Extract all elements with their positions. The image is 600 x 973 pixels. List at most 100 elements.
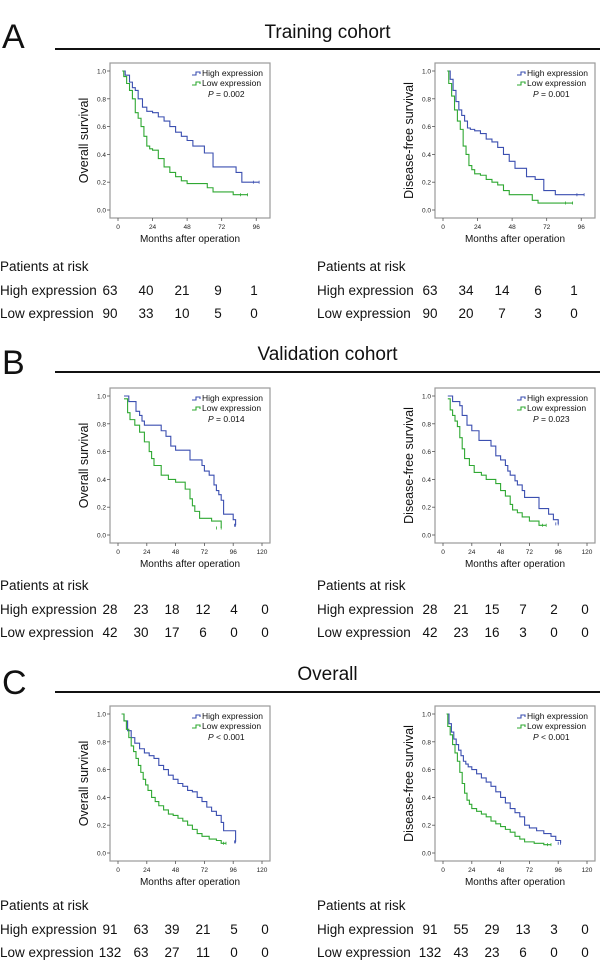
at-risk-count: 9 [214,283,222,298]
legend-swatch-high [192,714,201,719]
x-tick-label: 120 [582,549,593,556]
at-risk-count: 7 [498,306,506,321]
at-risk-row-label: High expression [317,602,414,617]
at-risk-count: 12 [195,602,211,617]
at-risk-count: 0 [581,945,589,960]
legend-swatch-low [192,724,201,729]
x-axis-label: Months after operation [465,559,565,570]
at-risk-count: 0 [261,922,269,937]
legend-swatch-low [192,406,201,411]
section-header-a: A Training cohort [0,0,600,60]
legend-swatch-low [517,724,526,729]
x-axis-label: Months after operation [140,234,240,245]
x-tick-label: 72 [218,224,226,231]
legend-label: Low expression [202,721,261,731]
x-tick-label: 24 [143,549,151,556]
y-tick-label: 1.0 [97,712,106,719]
x-tick-label: 72 [526,549,534,556]
at-risk-count: 21 [174,283,190,298]
x-tick-label: 48 [497,549,505,556]
at-risk-count: 91 [422,922,438,937]
p-value-text: < 0.001 [214,732,245,742]
at-risk-count: 5 [230,922,238,937]
at-risk-count: 63 [102,283,118,298]
y-tick-label: 0.2 [422,180,431,187]
legend-swatch-high [517,714,526,719]
y-tick-label: 0.6 [97,449,106,456]
at-risk-count: 27 [164,945,180,960]
km-plot-overall-dfs: 0.0 0.2 0.4 0.6 0.8 1.0 0 24 48 72 96 120 Months aft… [402,705,596,888]
at-risk-row-label: Low expression [317,625,411,640]
series-line-high-expression [447,395,559,524]
at-risk-count: 30 [133,625,149,640]
x-tick-label: 24 [143,867,151,874]
y-tick-label: 1.0 [422,394,431,401]
at-risk-count: 1 [570,283,578,298]
km-plot-validation-os: 0.0 0.2 0.4 0.6 0.8 1.0 0 24 48 72 96 120 Months aft… [77,387,271,570]
y-axis-label: Disease-free survival [402,407,416,524]
at-risk-count: 6 [519,945,527,960]
at-risk-row-label: Low expression [0,625,94,640]
series-line-low-expression [122,70,248,196]
x-tick-label: 96 [578,224,586,231]
x-tick-label: 0 [116,224,120,231]
at-risk-count: 63 [133,945,149,960]
plot-frame [109,387,271,544]
x-tick-label: 48 [509,224,517,231]
plot-frame [434,62,596,219]
at-risk-row-label: High expression [317,283,414,298]
section-header-c: C Overall [0,650,600,710]
at-risk-row-label: High expression [0,602,97,617]
at-risk-table-overall-os: Patients at risk High expression 91 63 39 21 5… [0,898,290,968]
x-tick-label: 24 [468,867,476,874]
at-risk-count: 2 [550,602,558,617]
at-risk-row-label: High expression [0,283,97,298]
at-risk-row-label: Low expression [317,945,411,960]
at-risk-count: 43 [453,945,469,960]
y-tick-label: 0.8 [97,96,106,103]
p-symbol: P [533,414,539,424]
at-risk-count: 3 [550,922,558,937]
x-tick-label: 120 [582,867,593,874]
at-risk-row-label: Low expression [0,306,94,321]
section-header-b: B Validation cohort [0,330,600,390]
at-risk-count: 90 [102,306,118,321]
x-tick-label: 48 [172,549,180,556]
at-risk-count: 29 [484,922,500,937]
series-line-high-expression [124,395,237,526]
x-tick-label: 48 [184,224,192,231]
series-line-high-expression [447,70,585,196]
at-risk-count: 0 [581,625,589,640]
x-tick-label: 72 [201,867,209,874]
at-risk-count: 11 [195,945,210,960]
series-line-high-expression [122,70,260,183]
at-risk-count: 0 [261,625,269,640]
y-tick-label: 0.8 [97,421,106,428]
y-tick-label: 0.4 [422,795,431,802]
p-value-annotation: P < 0.001 [208,732,245,742]
y-tick-label: 0.2 [422,505,431,512]
at-risk-count: 10 [174,306,190,321]
at-risk-count: 39 [164,922,180,937]
x-tick-label: 72 [543,224,551,231]
y-tick-label: 0.0 [97,851,106,858]
at-risk-count: 18 [164,602,180,617]
at-risk-count: 23 [453,625,469,640]
p-value-annotation: P = 0.002 [208,89,245,99]
y-tick-label: 0.8 [422,739,431,746]
at-risk-count: 33 [138,306,154,321]
y-tick-label: 0.0 [422,851,431,858]
at-risk-count: 23 [133,602,149,617]
at-risk-count: 4 [230,602,238,617]
y-tick-label: 0.6 [97,767,106,774]
legend-swatch-high [517,396,526,401]
at-risk-count: 21 [195,922,211,937]
at-risk-count: 0 [570,306,578,321]
y-tick-label: 0.8 [422,96,431,103]
at-risk-count: 63 [422,283,438,298]
x-tick-label: 0 [441,867,445,874]
y-tick-label: 0.4 [97,152,106,159]
at-risk-count: 0 [581,922,589,937]
x-tick-label: 0 [116,867,120,874]
p-value-text: < 0.001 [539,732,570,742]
